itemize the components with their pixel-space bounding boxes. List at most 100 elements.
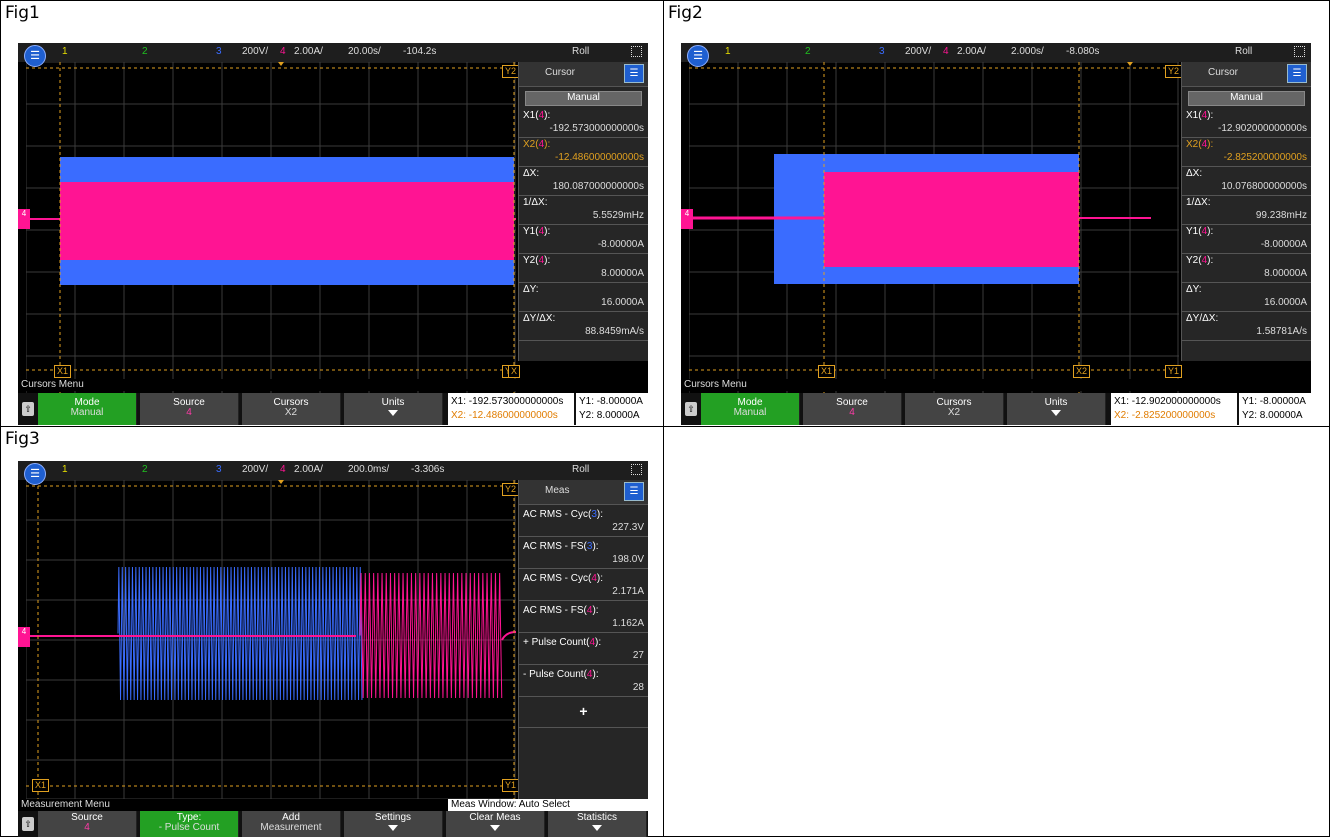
softkey-value: 4	[84, 822, 90, 833]
side-panel-title: Meas	[545, 485, 570, 496]
ch4-indicator[interactable]: 4	[280, 464, 286, 475]
softkey-settings[interactable]: Settings	[344, 811, 443, 837]
ch4-scale: 2.00A/	[294, 46, 323, 57]
softkey-type[interactable]: Type: - Pulse Count	[140, 811, 239, 837]
cursor-y1-info: Y1: -8.00000A	[579, 396, 643, 407]
back-arrow-icon[interactable]: ⇧	[685, 402, 697, 416]
softkey-units[interactable]: Units	[1007, 393, 1106, 425]
readout-value: -8.00000A	[1260, 239, 1307, 250]
cursor-y2-info: Y2: 8.00000A	[579, 410, 640, 421]
ch1-indicator[interactable]: 1	[62, 46, 68, 57]
measurement-label: AC RMS - Cyc(3):	[523, 509, 604, 520]
ch3-indicator[interactable]: 3	[879, 46, 885, 57]
divider	[519, 195, 648, 196]
divider	[519, 600, 648, 601]
cursor-y-info-box: Y1: -8.00000A Y2: 8.00000A	[1239, 393, 1311, 425]
ch2-indicator[interactable]: 2	[142, 46, 148, 57]
softkey-source[interactable]: Source 4	[38, 811, 137, 837]
readout-label: X1(4):	[523, 110, 551, 121]
ch1-indicator[interactable]: 1	[62, 464, 68, 475]
readout-value: 8.00000A	[1264, 268, 1307, 279]
readout-value: 10.076800000000s	[1221, 181, 1307, 192]
softkey-value: Manual	[70, 407, 104, 418]
down-arrow-icon	[490, 825, 500, 831]
ch1-indicator[interactable]: 1	[725, 46, 731, 57]
main-menu-icon[interactable]: ☰	[24, 45, 46, 67]
softkey-cursors[interactable]: Cursors X2	[905, 393, 1004, 425]
side-menu-icon[interactable]: ☰	[624, 482, 644, 501]
cursor-y2-label[interactable]: Y2	[502, 65, 520, 78]
cursor-x1-label[interactable]: X1	[54, 365, 72, 378]
readout-label: ΔY/ΔX:	[1186, 313, 1219, 324]
softkey-mode[interactable]: Mode Manual	[38, 393, 137, 425]
readout-label: X2(4):	[1186, 139, 1214, 150]
cursor-x2-info: X2: -12.486000000000s	[451, 410, 558, 421]
ch4-current-trace	[824, 172, 1079, 267]
cursor-mode-button[interactable]: Manual	[1188, 91, 1305, 106]
readout-value: 1.58781A/s	[1256, 326, 1307, 337]
measurement-label: AC RMS - Cyc(4):	[523, 573, 604, 584]
cursor-y1-label[interactable]: Y1	[502, 779, 520, 792]
ch3-indicator[interactable]: 3	[216, 46, 222, 57]
divider	[1182, 282, 1311, 283]
softkey-value: X2	[284, 407, 298, 418]
ch4-current-burst	[359, 572, 503, 699]
back-arrow-icon[interactable]: ⇧	[22, 402, 34, 416]
cursor-y1-label[interactable]: Y1	[1165, 365, 1183, 378]
divider	[519, 311, 648, 312]
ch4-indicator[interactable]: 4	[943, 46, 949, 57]
softkey-add[interactable]: Add Measurement	[242, 811, 341, 837]
cursor-x2-label[interactable]: X	[508, 365, 521, 378]
softkey-statistics[interactable]: Statistics	[548, 811, 647, 837]
main-menu-icon[interactable]: ☰	[24, 463, 46, 485]
ch4-indicator[interactable]: 4	[280, 46, 286, 57]
divider	[519, 166, 648, 167]
softkey-source[interactable]: Source 4	[140, 393, 239, 425]
ch3-indicator[interactable]: 3	[216, 464, 222, 475]
ch4-ground-marker[interactable]: 4	[681, 209, 693, 229]
softkey-label: Source	[173, 397, 205, 408]
softkey-label: Mode	[737, 397, 763, 408]
meas-window-box[interactable]: Meas Window: Auto Select	[448, 799, 648, 811]
cursor-x2-label[interactable]: X2	[1073, 365, 1091, 378]
cursor-x1-label[interactable]: X1	[32, 779, 50, 792]
back-arrow-icon[interactable]: ⇧	[22, 817, 34, 831]
ch2-indicator[interactable]: 2	[142, 464, 148, 475]
softkey-mode[interactable]: Mode Manual	[701, 393, 800, 425]
side-menu-icon[interactable]: ☰	[624, 64, 644, 83]
measurement-value: 1.162A	[612, 618, 644, 629]
divider	[1182, 137, 1311, 138]
softkey-source[interactable]: Source 4	[803, 393, 902, 425]
readout-value: 16.0000A	[601, 297, 644, 308]
delay: -8.080s	[1066, 46, 1100, 57]
ch3-scale: 200V/	[905, 46, 932, 57]
cursor-y2-label[interactable]: Y2	[1165, 65, 1183, 78]
divider	[1182, 166, 1311, 167]
ch4-ground-marker[interactable]: 4	[18, 627, 30, 647]
measurement-value: 27	[632, 650, 644, 661]
waveform-path	[359, 572, 503, 699]
readout-label: Y1(4):	[1186, 226, 1214, 237]
ch2-indicator[interactable]: 2	[805, 46, 811, 57]
side-menu-icon[interactable]: ☰	[1287, 64, 1307, 83]
cursor-x1-label[interactable]: X1	[818, 365, 836, 378]
cursor-mode-button[interactable]: Manual	[525, 91, 642, 106]
menu-title: Cursors Menu	[681, 379, 1311, 391]
softkey-cursors[interactable]: Cursors X2	[242, 393, 341, 425]
ch4-ground-marker[interactable]: 4	[18, 209, 30, 229]
softkey-units[interactable]: Units	[344, 393, 443, 425]
main-menu-icon[interactable]: ☰	[687, 45, 709, 67]
softkey-label: Statistics	[576, 812, 617, 823]
cursor-y2-info: Y2: 8.00000A	[1242, 410, 1303, 421]
cursor-side-panel: Cursor ☰ Manual X1(4): -12.902000000000s X2…	[1181, 62, 1311, 361]
softkey-clear-meas[interactable]: Clear Meas	[446, 811, 545, 837]
softkey-bar: ⇧ Source 4 Type: - Pulse Count Add Measuremen…	[18, 811, 648, 837]
readout-label: X2(4):	[523, 139, 551, 150]
measurement-value: 198.0V	[612, 554, 644, 565]
cursor-y2-label[interactable]: Y2	[502, 483, 520, 496]
measurements: AC RMS - Cyc(3): 227.3V AC RMS - FS(3): 198…	[519, 508, 648, 697]
timebase: 2.000s/	[1011, 46, 1044, 57]
status-bar: 1 2 3 200V/ 4 2.00A/ 20.00s/ -104.2s Rol…	[18, 43, 648, 62]
add-measurement-icon[interactable]: +	[579, 703, 588, 719]
softkey-value: Measurement	[260, 822, 322, 833]
